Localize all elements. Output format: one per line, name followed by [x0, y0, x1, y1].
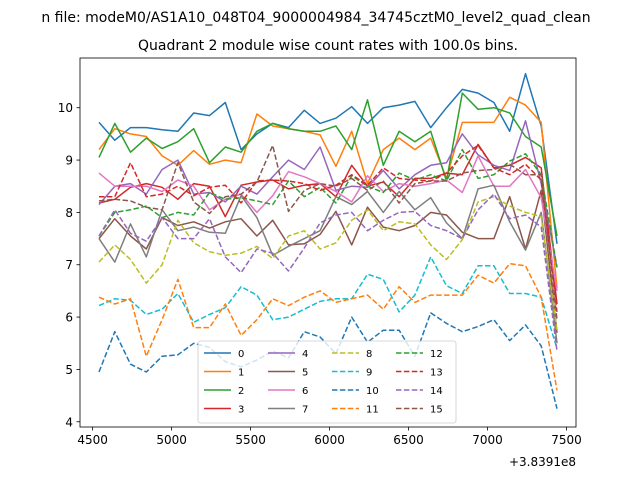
- legend-box: [197, 340, 457, 424]
- series-line-9: [98, 256, 558, 349]
- x-tick-label: 4500: [77, 433, 108, 447]
- series-line-12: [98, 148, 558, 268]
- series-line-7: [98, 184, 558, 344]
- series-line-2: [98, 92, 558, 237]
- legend-label-0: 0: [238, 349, 244, 360]
- x-axis: 4500 5000 5500 6000 6500 7000 7500: [77, 427, 582, 447]
- legend-label-10: 10: [366, 386, 379, 397]
- y-tick-label: 5: [65, 363, 73, 377]
- legend-label-1: 1: [238, 368, 244, 379]
- legend-label-3: 3: [238, 405, 244, 416]
- legend-label-12: 12: [430, 349, 443, 360]
- legend-label-6: 6: [302, 386, 308, 397]
- series-line-0: [98, 72, 558, 244]
- chart-title: Quadrant 2 module wise count rates with …: [138, 38, 518, 54]
- legend-label-11: 11: [366, 405, 379, 416]
- axes-frame: [79, 57, 577, 428]
- series-line-1: [98, 96, 558, 289]
- legend-label-9: 9: [366, 368, 372, 379]
- y-tick-label: 10: [58, 101, 73, 115]
- y-tick-label: 8: [65, 206, 73, 220]
- series-line-5: [98, 189, 558, 333]
- y-tick-label: 6: [65, 311, 73, 325]
- x-tick-label: 6000: [314, 433, 345, 447]
- y-tick-label: 4: [65, 415, 73, 429]
- x-offset-text: +3.8391e8: [509, 455, 576, 469]
- y-axis: 4 5 6 7 8 9 10: [58, 101, 80, 429]
- legend-label-8: 8: [366, 349, 372, 360]
- series-line-14: [98, 193, 558, 352]
- series-line-13: [99, 144, 558, 312]
- x-tick-label: 5000: [156, 433, 187, 447]
- y-tick-label: 9: [65, 154, 73, 168]
- legend-label-4: 4: [302, 349, 308, 360]
- x-tick-label: 5500: [235, 433, 266, 447]
- x-tick-label: 7000: [472, 433, 503, 447]
- x-tick-label: 7500: [551, 433, 582, 447]
- legend-label-2: 2: [238, 386, 244, 397]
- x-tick-label: 6500: [393, 433, 424, 447]
- legend-label-15: 15: [430, 405, 443, 416]
- legend-label-5: 5: [302, 368, 308, 379]
- figure-suptitle: n file: modeM0/AS1A10_048T04_9000004984_…: [41, 10, 590, 26]
- series-line-15: [98, 144, 558, 320]
- y-tick-label: 7: [65, 258, 73, 272]
- series-line-4: [98, 120, 558, 268]
- legend-label-13: 13: [430, 368, 443, 379]
- legend-label-7: 7: [302, 405, 308, 416]
- series-line-11: [98, 262, 558, 391]
- series-line-8: [98, 195, 558, 331]
- legend-label-14: 14: [430, 386, 443, 397]
